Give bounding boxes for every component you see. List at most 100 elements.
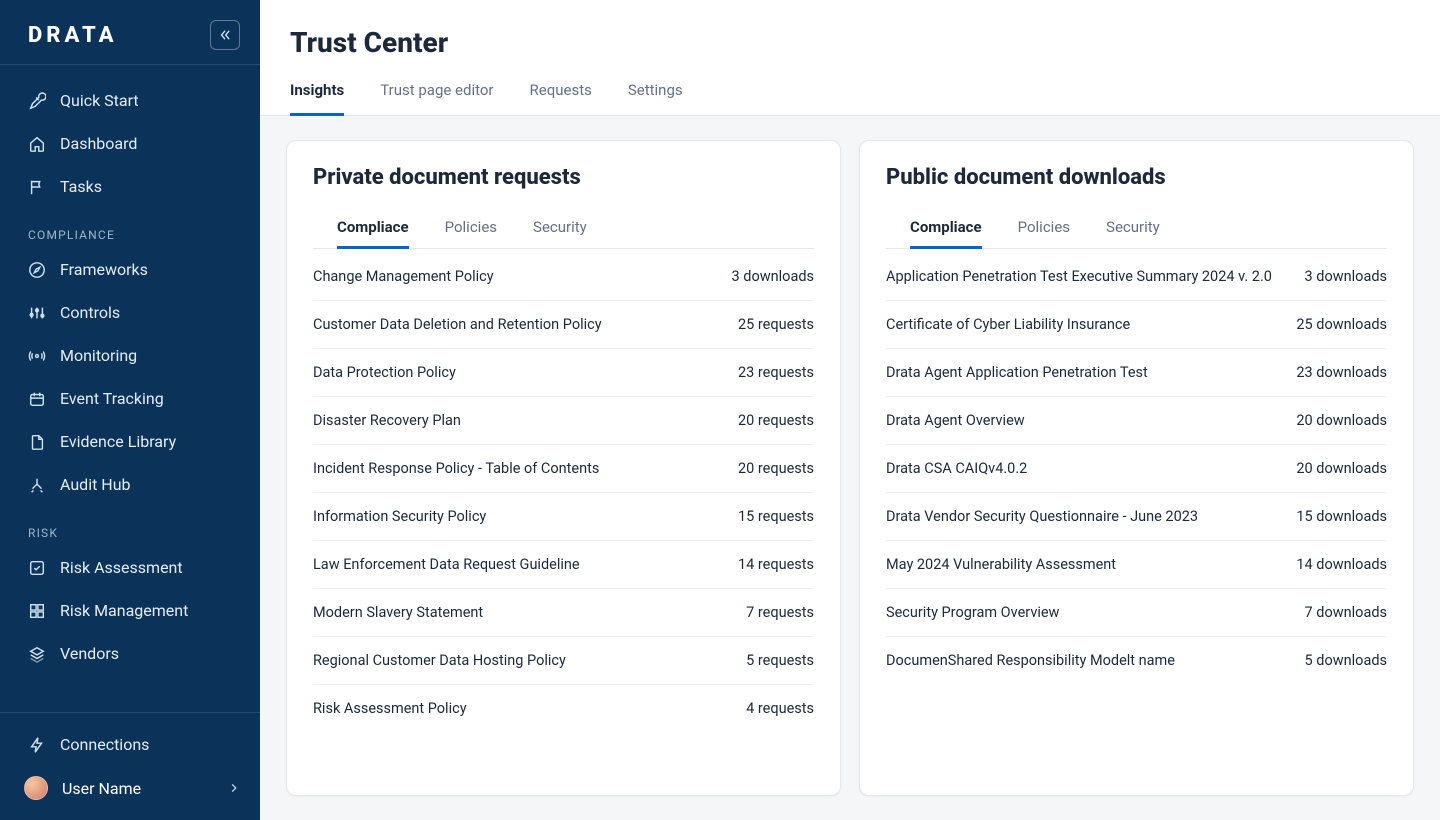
subtab-compliace[interactable]: Compliace bbox=[910, 208, 982, 249]
tabs: Insights Trust page editor Requests Setting… bbox=[260, 59, 1440, 116]
card-title-private: Private document requests bbox=[313, 165, 814, 190]
doc-name: Regional Customer Data Hosting Policy bbox=[313, 652, 566, 669]
doc-name: Drata Agent Application Penetration Test bbox=[886, 364, 1148, 381]
doc-count: 14 requests bbox=[738, 556, 814, 573]
merge-icon bbox=[28, 476, 46, 494]
doc-count: 3 downloads bbox=[732, 268, 814, 285]
tab-trust-page-editor[interactable]: Trust page editor bbox=[380, 81, 493, 116]
list-item[interactable]: Incident Response Policy - Table of Cont… bbox=[313, 445, 814, 493]
doc-count: 4 requests bbox=[746, 700, 814, 717]
sidebar-item-label: Quick Start bbox=[60, 91, 139, 110]
sidebar-collapse-button[interactable] bbox=[210, 20, 240, 50]
doc-count: 5 downloads bbox=[1305, 652, 1387, 669]
doc-count: 23 downloads bbox=[1296, 364, 1387, 381]
doc-name: Disaster Recovery Plan bbox=[313, 412, 461, 429]
subtab-compliace[interactable]: Compliace bbox=[337, 208, 409, 249]
sidebar-item-label: Audit Hub bbox=[60, 475, 131, 494]
list-item[interactable]: Regional Customer Data Hosting Policy 5 r… bbox=[313, 637, 814, 685]
avatar bbox=[24, 776, 48, 800]
sidebar-item-connections[interactable]: Connections bbox=[0, 723, 260, 766]
doc-count: 15 requests bbox=[738, 508, 814, 525]
list-item[interactable]: Change Management Policy 3 downloads bbox=[313, 253, 814, 301]
doc-name: Incident Response Policy - Table of Cont… bbox=[313, 460, 599, 477]
list-item[interactable]: Risk Assessment Policy4 requests bbox=[313, 685, 814, 732]
sidebar-item-label: Controls bbox=[60, 303, 120, 322]
subtab-policies[interactable]: Policies bbox=[445, 208, 497, 249]
doc-name: Modern Slavery Statement bbox=[313, 604, 483, 621]
user-menu[interactable]: User Name bbox=[0, 766, 260, 810]
list-item[interactable]: Security Program Overview 7 downloads bbox=[886, 589, 1387, 637]
brand-logo: DRATA bbox=[28, 23, 117, 48]
doc-name: DocumenShared Responsibility Modelt name bbox=[886, 652, 1175, 669]
doc-count: 25 downloads bbox=[1296, 316, 1387, 333]
sidebar-item-frameworks[interactable]: Frameworks bbox=[0, 248, 260, 291]
rocket-icon bbox=[28, 92, 46, 110]
list-item[interactable]: DocumenShared Responsibility Modelt name… bbox=[886, 637, 1387, 684]
doc-name: Change Management Policy bbox=[313, 268, 494, 285]
calendar-icon bbox=[28, 390, 46, 408]
sidebar-item-label: Evidence Library bbox=[60, 432, 176, 451]
tab-settings[interactable]: Settings bbox=[628, 81, 683, 116]
user-name: User Name bbox=[62, 779, 141, 798]
check-sq-icon bbox=[28, 559, 46, 577]
sidebar-item-event-tracking[interactable]: Event Tracking bbox=[0, 377, 260, 420]
list-item[interactable]: Drata Agent Overview 20 downloads bbox=[886, 397, 1387, 445]
list-item[interactable]: Modern Slavery Statement 7 requests bbox=[313, 589, 814, 637]
list-item[interactable]: Drata Vendor Security Questionnaire - Ju… bbox=[886, 493, 1387, 541]
doc-name: Drata Vendor Security Questionnaire - Ju… bbox=[886, 508, 1198, 525]
sidebar-item-quick-start[interactable]: Quick Start bbox=[0, 79, 260, 122]
list-item[interactable]: Drata Agent Application Penetration Test… bbox=[886, 349, 1387, 397]
sidebar-item-label: Risk Management bbox=[60, 601, 188, 620]
subtab-policies[interactable]: Policies bbox=[1018, 208, 1070, 249]
list-item[interactable]: Disaster Recovery Plan20 requests bbox=[313, 397, 814, 445]
sidebar-footer: Connections User Name bbox=[0, 712, 260, 820]
subtab-security[interactable]: Security bbox=[533, 208, 587, 249]
list-item[interactable]: Data Protection Policy23 requests bbox=[313, 349, 814, 397]
doc-name: Certificate of Cyber Liability Insurance bbox=[886, 316, 1130, 333]
doc-count: 20 downloads bbox=[1296, 412, 1387, 429]
doc-count: 5 requests bbox=[746, 652, 814, 669]
sidebar-item-label: Dashboard bbox=[60, 134, 137, 153]
sidebar-item-label: Event Tracking bbox=[60, 389, 164, 408]
list-item[interactable]: Information Security Policy 15 requests bbox=[313, 493, 814, 541]
card-public-downloads: Public document downloads CompliacePolic… bbox=[859, 140, 1414, 796]
doc-count: 7 downloads bbox=[1305, 604, 1387, 621]
sidebar-item-risk-assessment[interactable]: Risk Assessment bbox=[0, 546, 260, 589]
list-item[interactable]: Customer Data Deletion and Retention Pol… bbox=[313, 301, 814, 349]
subtabs-private: Compliace Policies Security bbox=[313, 208, 814, 249]
home-icon bbox=[28, 135, 46, 153]
nav-section-compliance: COMPLIANCE bbox=[0, 208, 260, 248]
doc-name: Information Security Policy bbox=[313, 508, 486, 525]
sidebar-item-label: Frameworks bbox=[60, 260, 148, 279]
tab-requests[interactable]: Requests bbox=[530, 81, 592, 116]
sidebar-header: DRATA bbox=[0, 0, 260, 65]
chevron-double-left-icon bbox=[218, 28, 232, 42]
compass-icon bbox=[28, 261, 46, 279]
sidebar-item-dashboard[interactable]: Dashboard bbox=[0, 122, 260, 165]
doc-name: Law Enforcement Data Request Guideline bbox=[313, 556, 580, 573]
doc-name: May 2024 Vulnerability Assessment bbox=[886, 556, 1116, 573]
sidebar-item-evidence-library[interactable]: Evidence Library bbox=[0, 420, 260, 463]
sidebar: DRATA Quick Start Dashboard Tasks COMPLIAN… bbox=[0, 0, 260, 820]
list-item[interactable]: Drata CSA CAIQv4.0.220 downloads bbox=[886, 445, 1387, 493]
list-item[interactable]: May 2024 Vulnerability Assessment14 down… bbox=[886, 541, 1387, 589]
list-item[interactable]: Certificate of Cyber Liability Insurance… bbox=[886, 301, 1387, 349]
broadcast-icon bbox=[28, 347, 46, 365]
doc-name: Drata Agent Overview bbox=[886, 412, 1025, 429]
list-item[interactable]: Application Penetration Test Executive S… bbox=[886, 253, 1387, 301]
doc-count: 25 requests bbox=[738, 316, 814, 333]
sidebar-item-controls[interactable]: Controls bbox=[0, 291, 260, 334]
doc-count: 7 requests bbox=[746, 604, 814, 621]
doc-name: Security Program Overview bbox=[886, 604, 1059, 621]
doc-count: 3 downloads bbox=[1305, 268, 1387, 285]
list-item[interactable]: Law Enforcement Data Request Guideline 14… bbox=[313, 541, 814, 589]
tab-insights[interactable]: Insights bbox=[290, 81, 344, 116]
card-private-requests: Private document requests Compliace Polic… bbox=[286, 140, 841, 796]
subtab-security[interactable]: Security bbox=[1106, 208, 1160, 249]
sidebar-item-vendors[interactable]: Vendors bbox=[0, 632, 260, 675]
sidebar-item-tasks[interactable]: Tasks bbox=[0, 165, 260, 208]
sidebar-item-risk-management[interactable]: Risk Management bbox=[0, 589, 260, 632]
sidebar-item-audit-hub[interactable]: Audit Hub bbox=[0, 463, 260, 506]
doc-name: Customer Data Deletion and Retention Pol… bbox=[313, 316, 602, 333]
sidebar-item-monitoring[interactable]: Monitoring bbox=[0, 334, 260, 377]
